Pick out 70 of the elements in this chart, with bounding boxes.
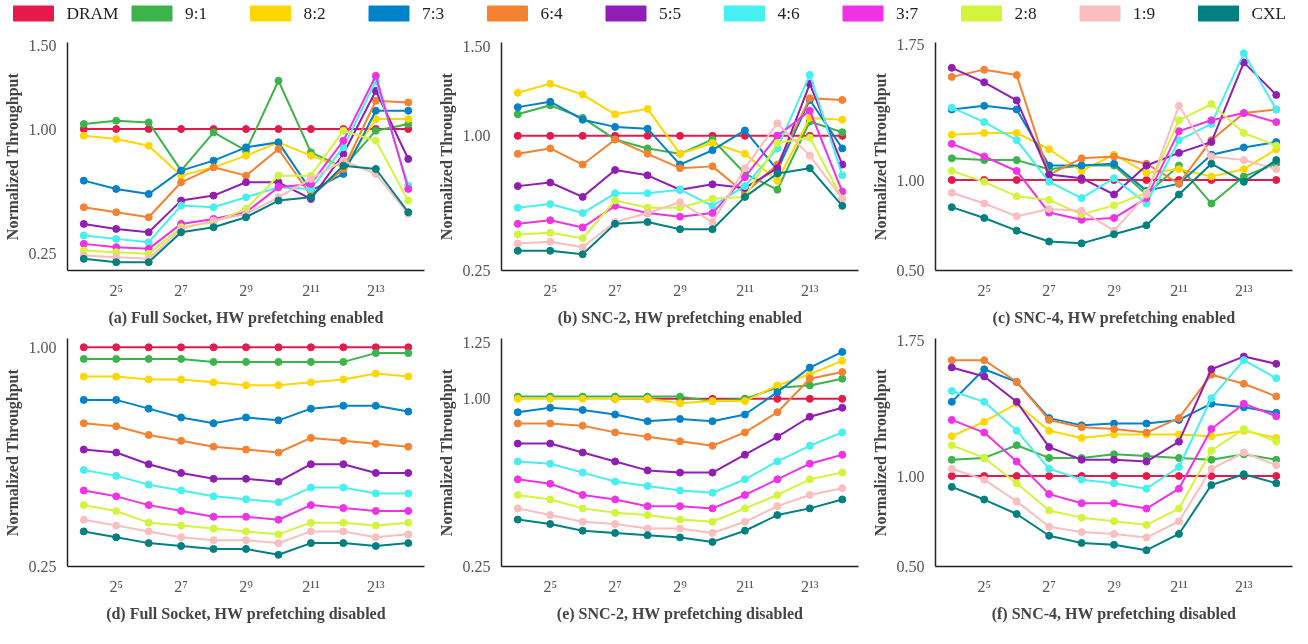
x-tick-label: 2¹³ (367, 577, 385, 595)
x-tick-label: 2⁵ (543, 281, 558, 299)
x-tick-label: 2¹¹ (736, 281, 754, 299)
x-tick-label: 2¹³ (801, 577, 819, 595)
legend-label: 3:7 (896, 4, 919, 23)
x-tick-label: 2¹¹ (1170, 577, 1188, 595)
y-tick-label: 1.75 (896, 35, 925, 53)
legend-label: 2:8 (1014, 4, 1037, 23)
y-tick-label: 1.50 (28, 37, 57, 55)
y-tick-label: 0.25 (462, 558, 491, 575)
y-tick-label: 1.00 (896, 171, 925, 189)
legend-label: DRAM (66, 4, 119, 23)
y-axis-title: Normalized Throughput (3, 72, 22, 241)
x-tick-label: 2⁹ (239, 577, 254, 595)
legend-label: 8:2 (303, 4, 326, 23)
x-tick-label: 2¹¹ (736, 577, 754, 595)
text: (f) SNC-4, HW prefetching disabled (991, 604, 1237, 623)
x-tick-label: 2⁵ (543, 577, 558, 595)
legend-label: 6:4 (540, 4, 563, 23)
y-tick-label: 0.25 (28, 558, 57, 575)
x-tick-label: 2⁹ (1107, 577, 1122, 595)
x-tick-label: 2¹¹ (302, 577, 320, 595)
y-axis-title: Normalized Throughput (437, 72, 456, 241)
y-tick-label: 0.25 (462, 262, 491, 279)
legend-label: 4:6 (777, 4, 800, 23)
text: (d) Full Socket, HW prefetching disabled (106, 604, 386, 623)
x-tick-label: 2⁷ (608, 577, 622, 595)
text: (a) Full Socket, HW prefetching enabled (108, 308, 384, 327)
x-tick-label: 2¹¹ (1170, 281, 1188, 299)
x-tick-label: 2⁹ (673, 577, 688, 595)
x-tick-label: 2⁷ (174, 577, 188, 595)
x-tick-label: 2¹¹ (302, 281, 320, 299)
y-axis-title: Normalized Throughput (871, 368, 890, 537)
x-tick-label: 2¹³ (1235, 281, 1253, 299)
y-tick-label: 1.75 (896, 331, 925, 349)
x-tick-label: 2⁵ (977, 281, 992, 299)
legend-label: 9:1 (185, 4, 208, 23)
y-tick-label: 1.00 (462, 127, 491, 145)
x-tick-label: 2⁷ (608, 281, 622, 299)
x-tick-label: 2⁹ (239, 281, 254, 299)
text: (e) SNC-2, HW prefetching disabled (556, 604, 803, 623)
y-axis-title: Normalized Throughput (3, 368, 22, 537)
x-tick-label: 2¹³ (1235, 577, 1253, 595)
y-axis-title: Normalized Throughput (871, 72, 890, 241)
x-tick-label: 2⁵ (109, 577, 124, 595)
y-tick-label: 1.00 (462, 390, 491, 408)
y-tick-label: 1.25 (462, 334, 491, 352)
x-tick-label: 2⁹ (1107, 281, 1122, 299)
x-tick-label: 2⁹ (673, 281, 688, 299)
y-tick-label: 1.00 (28, 338, 57, 356)
y-tick-label: 1.00 (28, 120, 57, 138)
y-tick-label: 1.00 (896, 467, 925, 485)
y-tick-label: 1.50 (462, 37, 491, 55)
legend-label: 5:5 (659, 4, 682, 23)
x-tick-label: 2¹³ (367, 281, 385, 299)
legend-label: 1:9 (1133, 4, 1156, 23)
text: (b) SNC-2, HW prefetching enabled (557, 308, 803, 327)
y-axis-title: Normalized Throughput (437, 368, 456, 537)
x-tick-label: 2⁷ (174, 281, 188, 299)
legend-label: CXL (1251, 4, 1287, 23)
y-tick-label: 0.25 (28, 245, 57, 263)
y-tick-label: 0.50 (896, 262, 925, 279)
x-tick-label: 2⁵ (977, 577, 992, 595)
y-tick-label: 0.50 (896, 558, 925, 575)
x-tick-label: 2⁵ (109, 281, 124, 299)
x-tick-label: 2¹³ (801, 281, 819, 299)
legend-label: 7:3 (422, 4, 445, 23)
x-tick-label: 2⁷ (1042, 577, 1056, 595)
text: (c) SNC-4, HW prefetching enabled (992, 308, 1236, 327)
x-tick-label: 2⁷ (1042, 281, 1056, 299)
